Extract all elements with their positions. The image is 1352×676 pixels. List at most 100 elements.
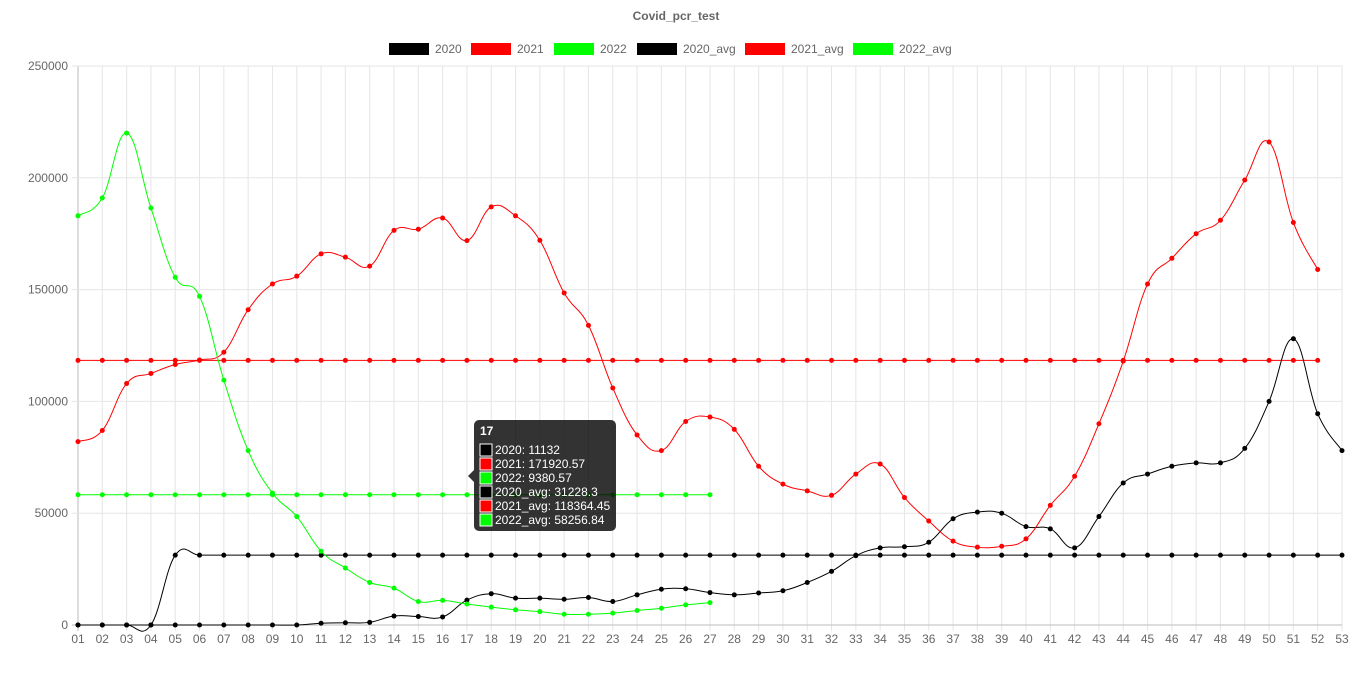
data-point-2020[interactable] bbox=[464, 597, 470, 603]
data-point-2022-avg[interactable] bbox=[221, 492, 227, 498]
data-point-2021[interactable] bbox=[1290, 220, 1296, 226]
data-point-2022-avg[interactable] bbox=[464, 492, 470, 498]
data-point-2021[interactable] bbox=[1217, 217, 1223, 223]
data-point-2020-avg[interactable] bbox=[780, 552, 786, 558]
data-point-2021[interactable] bbox=[658, 448, 664, 454]
data-point-2020[interactable] bbox=[1145, 471, 1151, 477]
data-point-2022-avg[interactable] bbox=[634, 492, 640, 498]
data-point-2021-avg[interactable] bbox=[683, 357, 689, 363]
data-point-2020[interactable] bbox=[1290, 336, 1296, 342]
data-point-2021[interactable] bbox=[1193, 231, 1199, 237]
data-point-2022[interactable] bbox=[391, 585, 397, 591]
data-point-2021-avg[interactable] bbox=[926, 357, 932, 363]
data-point-2021-avg[interactable] bbox=[974, 357, 980, 363]
data-point-2022[interactable] bbox=[269, 490, 275, 496]
data-point-2021[interactable] bbox=[853, 471, 859, 477]
data-point-2021[interactable] bbox=[221, 349, 227, 355]
legend-item-2022[interactable]: 2022 bbox=[554, 42, 627, 56]
data-point-2021-avg[interactable] bbox=[877, 357, 883, 363]
data-point-2020[interactable] bbox=[415, 614, 421, 620]
data-point-2020-avg[interactable] bbox=[440, 552, 446, 558]
data-point-2020-avg[interactable] bbox=[804, 552, 810, 558]
data-point-2020[interactable] bbox=[974, 509, 980, 515]
data-point-2021-avg[interactable] bbox=[999, 357, 1005, 363]
data-point-2021-avg[interactable] bbox=[585, 357, 591, 363]
data-point-2021-avg[interactable] bbox=[342, 357, 348, 363]
data-point-2020-avg[interactable] bbox=[172, 552, 178, 558]
data-point-2022[interactable] bbox=[513, 607, 519, 613]
data-point-2020-avg[interactable] bbox=[1023, 552, 1029, 558]
data-point-2020[interactable] bbox=[1339, 448, 1345, 454]
data-point-2020-avg[interactable] bbox=[731, 552, 737, 558]
data-point-2021[interactable] bbox=[1023, 536, 1029, 542]
data-point-2021-avg[interactable] bbox=[1290, 357, 1296, 363]
data-point-2020[interactable] bbox=[124, 622, 130, 628]
data-point-2021-avg[interactable] bbox=[804, 357, 810, 363]
data-point-2021[interactable] bbox=[172, 362, 178, 368]
data-point-2020[interactable] bbox=[391, 613, 397, 619]
data-point-2022-avg[interactable] bbox=[318, 492, 324, 498]
data-point-2021[interactable] bbox=[75, 439, 81, 445]
data-point-2020[interactable] bbox=[294, 622, 300, 628]
data-point-2021-avg[interactable] bbox=[1096, 357, 1102, 363]
data-point-2022[interactable] bbox=[610, 610, 616, 616]
data-point-2021-avg[interactable] bbox=[731, 357, 737, 363]
data-point-2020-avg[interactable] bbox=[294, 552, 300, 558]
data-point-2021[interactable] bbox=[440, 215, 446, 221]
data-point-2022[interactable] bbox=[707, 600, 713, 606]
data-point-2020-avg[interactable] bbox=[1290, 552, 1296, 558]
data-point-2021[interactable] bbox=[1096, 421, 1102, 427]
data-point-2021[interactable] bbox=[999, 543, 1005, 549]
data-point-2021-avg[interactable] bbox=[488, 357, 494, 363]
data-point-2020[interactable] bbox=[780, 588, 786, 594]
data-point-2020-avg[interactable] bbox=[829, 552, 835, 558]
data-point-2022[interactable] bbox=[124, 130, 130, 136]
data-point-2021[interactable] bbox=[634, 432, 640, 438]
data-point-2022-avg[interactable] bbox=[148, 492, 154, 498]
data-point-2020[interactable] bbox=[877, 545, 883, 551]
data-point-2021-avg[interactable] bbox=[1266, 357, 1272, 363]
data-point-2020-avg[interactable] bbox=[974, 552, 980, 558]
data-point-2022-avg[interactable] bbox=[294, 492, 300, 498]
data-point-2020-avg[interactable] bbox=[1120, 552, 1126, 558]
data-point-2022-avg[interactable] bbox=[440, 492, 446, 498]
data-point-2020[interactable] bbox=[342, 620, 348, 626]
data-point-2021-avg[interactable] bbox=[269, 357, 275, 363]
data-point-2020[interactable] bbox=[610, 599, 616, 605]
data-point-2021[interactable] bbox=[367, 263, 373, 269]
data-point-2020-avg[interactable] bbox=[610, 552, 616, 558]
data-point-2021-avg[interactable] bbox=[901, 357, 907, 363]
data-point-2020-avg[interactable] bbox=[756, 552, 762, 558]
data-point-2020[interactable] bbox=[148, 622, 154, 628]
data-point-2020[interactable] bbox=[1169, 463, 1175, 469]
data-point-2022-avg[interactable] bbox=[367, 492, 373, 498]
data-point-2020-avg[interactable] bbox=[950, 552, 956, 558]
data-point-2020[interactable] bbox=[1072, 545, 1078, 551]
data-point-2021-avg[interactable] bbox=[75, 357, 81, 363]
data-point-2021-avg[interactable] bbox=[634, 357, 640, 363]
data-point-2020[interactable] bbox=[829, 568, 835, 574]
legend-item-2022-avg[interactable]: 2022_avg bbox=[853, 42, 952, 56]
legend-item-2020-avg[interactable]: 2020_avg bbox=[637, 42, 736, 56]
data-point-2020[interactable] bbox=[634, 592, 640, 598]
data-point-2021[interactable] bbox=[1047, 502, 1053, 508]
data-point-2020-avg[interactable] bbox=[1266, 552, 1272, 558]
data-point-2020-avg[interactable] bbox=[658, 552, 664, 558]
data-point-2020-avg[interactable] bbox=[513, 552, 519, 558]
data-point-2020-avg[interactable] bbox=[901, 552, 907, 558]
data-point-2022-avg[interactable] bbox=[391, 492, 397, 498]
data-point-2020-avg[interactable] bbox=[318, 552, 324, 558]
data-point-2021[interactable] bbox=[464, 238, 470, 244]
data-point-2021-avg[interactable] bbox=[537, 357, 543, 363]
data-point-2021[interactable] bbox=[415, 226, 421, 232]
data-point-2022-avg[interactable] bbox=[415, 492, 421, 498]
data-point-2020[interactable] bbox=[1120, 480, 1126, 486]
data-point-2021[interactable] bbox=[974, 544, 980, 550]
data-point-2021-avg[interactable] bbox=[756, 357, 762, 363]
data-point-2020[interactable] bbox=[585, 594, 591, 600]
data-point-2021-avg[interactable] bbox=[853, 357, 859, 363]
data-point-2021[interactable] bbox=[950, 538, 956, 544]
data-point-2021[interactable] bbox=[561, 290, 567, 296]
data-point-2020[interactable] bbox=[853, 553, 859, 559]
data-point-2022[interactable] bbox=[245, 448, 251, 454]
